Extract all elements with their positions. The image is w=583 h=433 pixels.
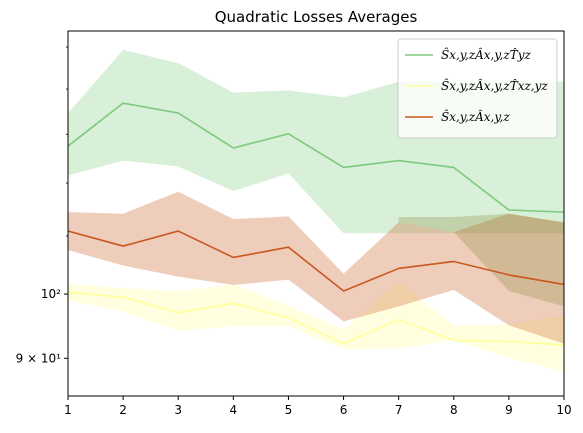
series-band-3: [68, 191, 564, 344]
legend-label-1: Ŝx,y,zÂx,y,zT̂yz: [441, 46, 531, 62]
x-tick-label: 9: [505, 403, 513, 417]
legend: Ŝx,y,zÂx,y,zT̂yz Ŝx,y,zÂx,y,zT̂xz,yz Ŝx,y,…: [397, 38, 558, 139]
chart-title: Quadratic Losses Averages: [215, 8, 418, 26]
x-tick-label: 3: [174, 403, 182, 417]
axes: 1 2 3 4 5 6 7 8 9 10 10² 9 × 10¹: [16, 30, 572, 417]
y-tick-label: 10²: [41, 287, 61, 301]
legend-label-3: Ŝx,y,zÂx,y,z: [441, 108, 510, 124]
x-tick-label: 2: [119, 403, 127, 417]
y-tick-label: 9 × 10¹: [16, 351, 62, 365]
x-tick-label: 1: [64, 403, 72, 417]
x-tick-label: 10: [556, 403, 571, 417]
series-line-2: [68, 291, 564, 346]
series-line-3: [68, 230, 564, 292]
series-band-2: [68, 282, 564, 372]
x-tick-label: 7: [395, 403, 403, 417]
overlap-band: [398, 213, 564, 307]
axes-frame: [67, 30, 565, 397]
legend-label-2: Ŝx,y,zÂx,y,zT̂xz,yz: [441, 77, 548, 93]
series-line-1: [68, 102, 564, 213]
x-tick-label: 5: [285, 403, 293, 417]
x-tick-label: 6: [340, 403, 348, 417]
legend-box: [397, 38, 558, 139]
x-tick-label: 4: [230, 403, 238, 417]
x-tick-label: 8: [450, 403, 458, 417]
